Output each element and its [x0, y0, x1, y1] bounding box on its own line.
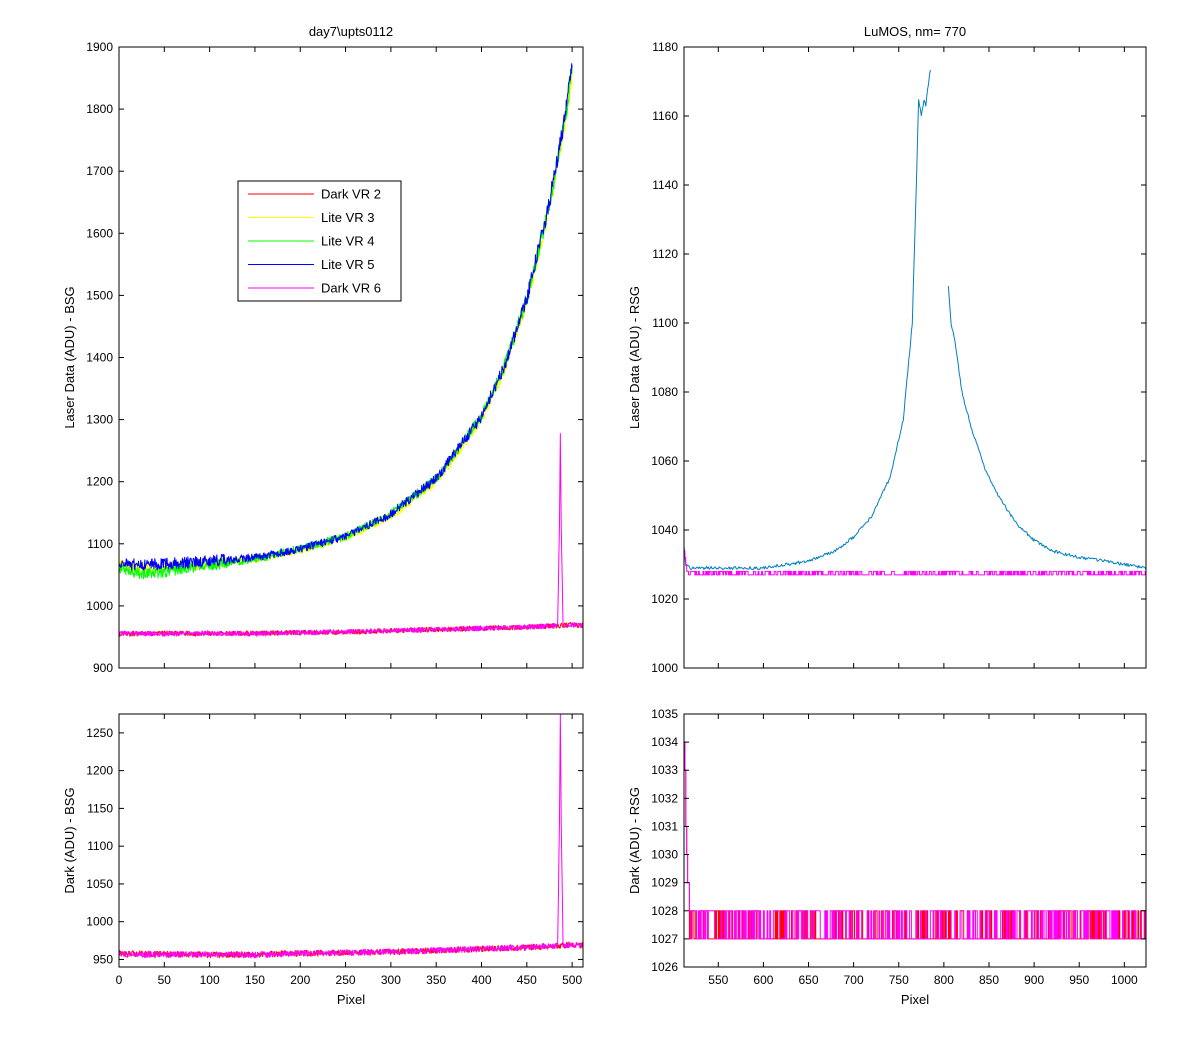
y-tick-label: 1140 [652, 178, 678, 192]
y-tick-label: 1028 [651, 904, 678, 918]
y-tick-label: 1600 [86, 226, 113, 240]
x-tick-label: 600 [753, 973, 773, 987]
y-tick-label: 1040 [651, 523, 678, 537]
y-tick-label: 1033 [651, 763, 678, 777]
y-tick-label: 1026 [651, 960, 678, 974]
y-tick-label: 1150 [87, 801, 113, 815]
chart-title: LuMOS, nm= 770 [864, 24, 966, 39]
y-tick-label: 1250 [86, 726, 113, 740]
y-tick-label: 1029 [651, 876, 678, 890]
x-tick-label: 850 [979, 973, 999, 987]
y-tick-label: 1400 [86, 351, 113, 365]
y-tick-label: 1100 [87, 839, 113, 853]
axes-frame [118, 713, 584, 968]
y-tick-label: 1034 [651, 735, 678, 749]
legend-entry-label: Lite VR 4 [321, 234, 374, 249]
plot-top-right: 1000 1020 1040 1060 1080 1100 1120 1140 1160 1180… [627, 24, 1147, 675]
legend-entry-label: Lite VR 3 [321, 210, 374, 225]
y-tick-label: 1700 [86, 164, 113, 178]
chart-title: day7\upts0112 [309, 24, 393, 39]
series-line-dark [684, 550, 1146, 576]
y-tick-label: 1120 [652, 247, 678, 261]
y-tick-label: 1000 [86, 599, 113, 613]
y-tick-label: 1035 [651, 707, 678, 721]
series-group [119, 714, 583, 959]
y-tick-label: 1000 [651, 661, 678, 675]
y-tick-label: 1200 [86, 475, 113, 489]
series-group [684, 741, 1146, 940]
y-tick-label: 1100 [652, 316, 678, 330]
x-tick-label: 550 [708, 973, 728, 987]
x-tick-label: 950 [1069, 973, 1089, 987]
series-line-lite [947, 286, 1146, 570]
plot-bottom-left: 0 50 100 150 200 250 300 350 400 450 500 950 1000 105… [62, 713, 584, 1007]
series-group [684, 69, 1146, 576]
y-axis-label: Dark (ADU) - BSG [62, 787, 77, 893]
x-tick-label: 650 [799, 973, 819, 987]
axes-frame [683, 713, 1147, 968]
series-line-dark-vr-6 [119, 433, 583, 637]
series-line-dark-vr-6 [119, 714, 583, 959]
series-line-dark [684, 741, 1146, 940]
x-tick-label: 100 [200, 973, 220, 987]
x-tick-label: 0 [116, 973, 123, 987]
axes-layer: 9001000110012001300140015001600170018001… [62, 24, 1147, 1007]
legend-entry-label: Lite VR 5 [321, 257, 374, 272]
x-axis-label: Pixel [337, 992, 365, 1007]
y-tick-label: 900 [93, 661, 113, 675]
x-tick-label: 350 [426, 973, 446, 987]
series-group [119, 63, 583, 637]
x-tick-label: 450 [517, 973, 537, 987]
x-tick-label: 250 [336, 973, 356, 987]
legend-entry-label: Dark VR 6 [321, 281, 381, 296]
y-tick-label: 1300 [86, 413, 113, 427]
axes-frame [683, 46, 1147, 669]
y-tick-label: 1160 [652, 109, 678, 123]
series-line-lite-vr-5 [119, 63, 573, 571]
x-tick-label: 300 [381, 973, 401, 987]
plot-top-left: 900 1000 1100 1200 1300 1400 1500 1600 1700 1800 1… [62, 24, 584, 675]
y-axis-label: Dark (ADU) - RSG [627, 787, 642, 894]
y-tick-label: 1027 [651, 932, 678, 946]
x-tick-label: 900 [1024, 973, 1044, 987]
y-axis-label: Laser Data (ADU) - BSG [62, 286, 77, 428]
legend: Dark VR 2 Lite VR 3 Lite VR 4 Lite VR 5 Dark… [237, 180, 402, 302]
x-tick-label: 750 [889, 973, 909, 987]
x-tick-label: 1000 [1111, 973, 1138, 987]
x-tick-label: 50 [158, 973, 172, 987]
y-tick-label: 1020 [651, 592, 678, 606]
y-tick-label: 1050 [86, 877, 113, 891]
x-axis-label: Pixel [901, 992, 929, 1007]
y-tick-label: 1031 [651, 819, 678, 833]
x-tick-label: 150 [245, 973, 265, 987]
y-axis-label: Laser Data (ADU) - RSG [627, 286, 642, 429]
y-tick-label: 1080 [651, 385, 678, 399]
x-tick-label: 400 [471, 973, 491, 987]
y-tick-label: 1200 [86, 764, 113, 778]
legend-entry-label: Dark VR 2 [321, 187, 381, 202]
y-tick-label: 1100 [87, 537, 113, 551]
y-tick-label: 1500 [86, 288, 113, 302]
x-tick-label: 200 [290, 973, 310, 987]
y-tick-label: 1060 [651, 454, 678, 468]
y-tick-label: 950 [93, 952, 113, 966]
x-tick-label: 500 [562, 973, 582, 987]
y-tick-label: 1000 [86, 915, 113, 929]
x-tick-label: 700 [844, 973, 864, 987]
x-tick-label: 800 [934, 973, 954, 987]
series-line-lite [684, 69, 931, 570]
y-tick-label: 1032 [651, 791, 678, 805]
y-tick-label: 1030 [651, 848, 678, 862]
plot-bottom-right: 550 600 650 700 750 800 850 900 950 1000 1026 1027 1… [627, 707, 1147, 1007]
y-tick-label: 1800 [86, 102, 113, 116]
y-tick-label: 1180 [652, 40, 678, 54]
y-tick-label: 1900 [86, 40, 113, 54]
